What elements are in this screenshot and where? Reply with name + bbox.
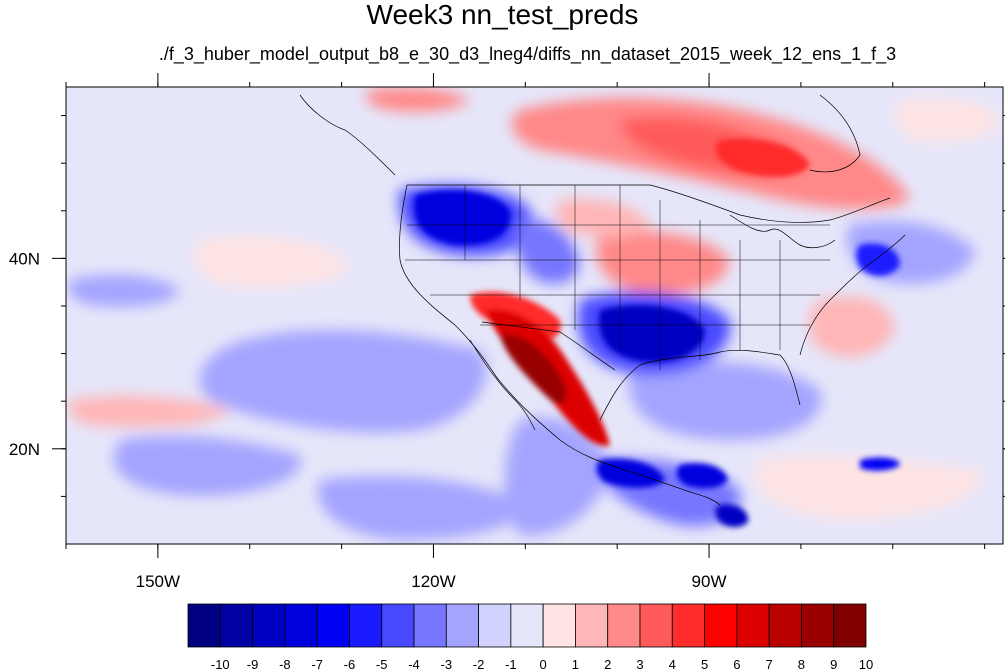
colorbar-swatch bbox=[704, 603, 738, 648]
colorbar-swatch bbox=[219, 603, 253, 648]
anomaly-region bbox=[365, 87, 470, 112]
canada-border-line bbox=[407, 184, 891, 223]
lon-tick-label: 90W bbox=[692, 572, 727, 591]
anomaly-region bbox=[515, 219, 580, 284]
great-lakes-line bbox=[729, 214, 836, 249]
anomaly-region bbox=[596, 231, 730, 294]
colorbar-swatch bbox=[284, 603, 318, 648]
anomaly-region bbox=[895, 98, 1000, 142]
colorbar-label: 4 bbox=[669, 657, 676, 672]
anomaly-region bbox=[113, 435, 302, 496]
anomaly-region bbox=[555, 198, 650, 238]
colorbar-label: 7 bbox=[766, 657, 773, 672]
map-title: Week3 nn_test_preds bbox=[366, 0, 639, 30]
colorbar-label: 2 bbox=[604, 657, 611, 672]
colorbar-label: -4 bbox=[408, 657, 420, 672]
gulf-coast-line bbox=[599, 350, 801, 421]
anomaly-region bbox=[599, 305, 705, 363]
colorbar-label: -3 bbox=[441, 657, 453, 672]
anomaly-region bbox=[318, 476, 522, 540]
colorbar-label: -9 bbox=[247, 657, 259, 672]
anomaly-region bbox=[500, 334, 567, 404]
colorbar-swatch bbox=[510, 603, 544, 648]
colorbar-swatch bbox=[413, 603, 447, 648]
colorbar-swatch bbox=[349, 603, 383, 648]
colorbar-label: 0 bbox=[540, 657, 547, 672]
colorbar-label: -2 bbox=[473, 657, 485, 672]
baja-coast-line bbox=[469, 339, 536, 431]
colorbar-swatch bbox=[736, 603, 770, 648]
anomaly-region bbox=[676, 463, 728, 489]
anomaly-region bbox=[860, 457, 900, 471]
colorbar-label: -10 bbox=[211, 657, 230, 672]
colorbar-swatch bbox=[187, 603, 221, 648]
anomaly-region bbox=[199, 330, 487, 433]
anomaly-region bbox=[715, 504, 749, 528]
colorbar-label: 1 bbox=[572, 657, 579, 672]
colorbar-swatch bbox=[542, 603, 576, 648]
mexico-border-line bbox=[481, 321, 616, 371]
anomaly-region bbox=[856, 243, 900, 276]
map-subtitle: ./f_3_huber_model_output_b8_e_30_d3_lneg… bbox=[158, 44, 897, 64]
colorbar-label: -8 bbox=[279, 657, 291, 672]
colorbar-label: 9 bbox=[830, 657, 837, 672]
longitude-labels: 150W 120W 90W bbox=[136, 572, 727, 591]
axis-ticks bbox=[52, 73, 1005, 558]
colorbar-label: -5 bbox=[376, 657, 388, 672]
colorbar-label: -7 bbox=[311, 657, 323, 672]
colorbar-swatch bbox=[768, 603, 802, 648]
colorbar-swatch bbox=[575, 603, 609, 648]
alaska-coast-line bbox=[299, 94, 396, 176]
lon-tick-label: 150W bbox=[136, 572, 180, 591]
anomaly-region bbox=[715, 138, 810, 177]
colorbar-label: 10 bbox=[859, 657, 873, 672]
colorbar-swatch bbox=[833, 603, 867, 648]
colorbar-swatch bbox=[252, 603, 286, 648]
broad-anomalies bbox=[68, 87, 1000, 540]
plot-frame bbox=[65, 86, 1004, 545]
colorbar-label: 8 bbox=[798, 657, 805, 672]
colorbar-label: -1 bbox=[505, 657, 517, 672]
colorbar-swatch bbox=[671, 603, 705, 648]
west-coast-line bbox=[399, 184, 721, 506]
colorbar-swatch bbox=[316, 603, 350, 648]
colorbar-label: 3 bbox=[636, 657, 643, 672]
colorbar-swatch bbox=[445, 603, 479, 648]
anomaly-region bbox=[68, 395, 231, 427]
state-border-line bbox=[405, 224, 830, 326]
colorbar-label: 6 bbox=[733, 657, 740, 672]
anomaly-region bbox=[68, 274, 180, 307]
colorbar-swatch bbox=[607, 603, 641, 648]
hudson-bay-line bbox=[809, 94, 861, 173]
lat-tick-label: 40N bbox=[9, 249, 40, 268]
anomaly-region bbox=[628, 361, 822, 440]
strong-anomalies bbox=[414, 138, 900, 528]
coastlines bbox=[299, 94, 906, 506]
anomaly-region bbox=[808, 296, 895, 357]
anomaly-region bbox=[505, 417, 610, 536]
colorbar: -10 -9 -8 -7 -6 -5 -4 -3 -2 -1 0 1 2 3 4 5 6 7 8 9 10 bbox=[187, 603, 873, 672]
colorbar-swatch bbox=[639, 603, 673, 648]
state-borders bbox=[405, 185, 830, 370]
anomaly-region bbox=[414, 190, 511, 246]
colorbar-swatch bbox=[801, 603, 835, 648]
colorbar-label: -6 bbox=[344, 657, 356, 672]
east-coast-line bbox=[799, 234, 906, 356]
lat-tick-label: 20N bbox=[9, 440, 40, 459]
colorbar-label: 5 bbox=[701, 657, 708, 672]
anomaly-region bbox=[195, 236, 350, 287]
plot-area: 150W 120W 90W 40N 20N bbox=[9, 73, 1005, 591]
lon-tick-label: 120W bbox=[411, 572, 455, 591]
colorbar-swatch bbox=[478, 603, 512, 648]
latitude-labels: 40N 20N bbox=[9, 249, 40, 458]
colorbar-swatch bbox=[381, 603, 415, 648]
anomaly-region bbox=[754, 455, 981, 520]
anomaly-field bbox=[68, 87, 1000, 540]
